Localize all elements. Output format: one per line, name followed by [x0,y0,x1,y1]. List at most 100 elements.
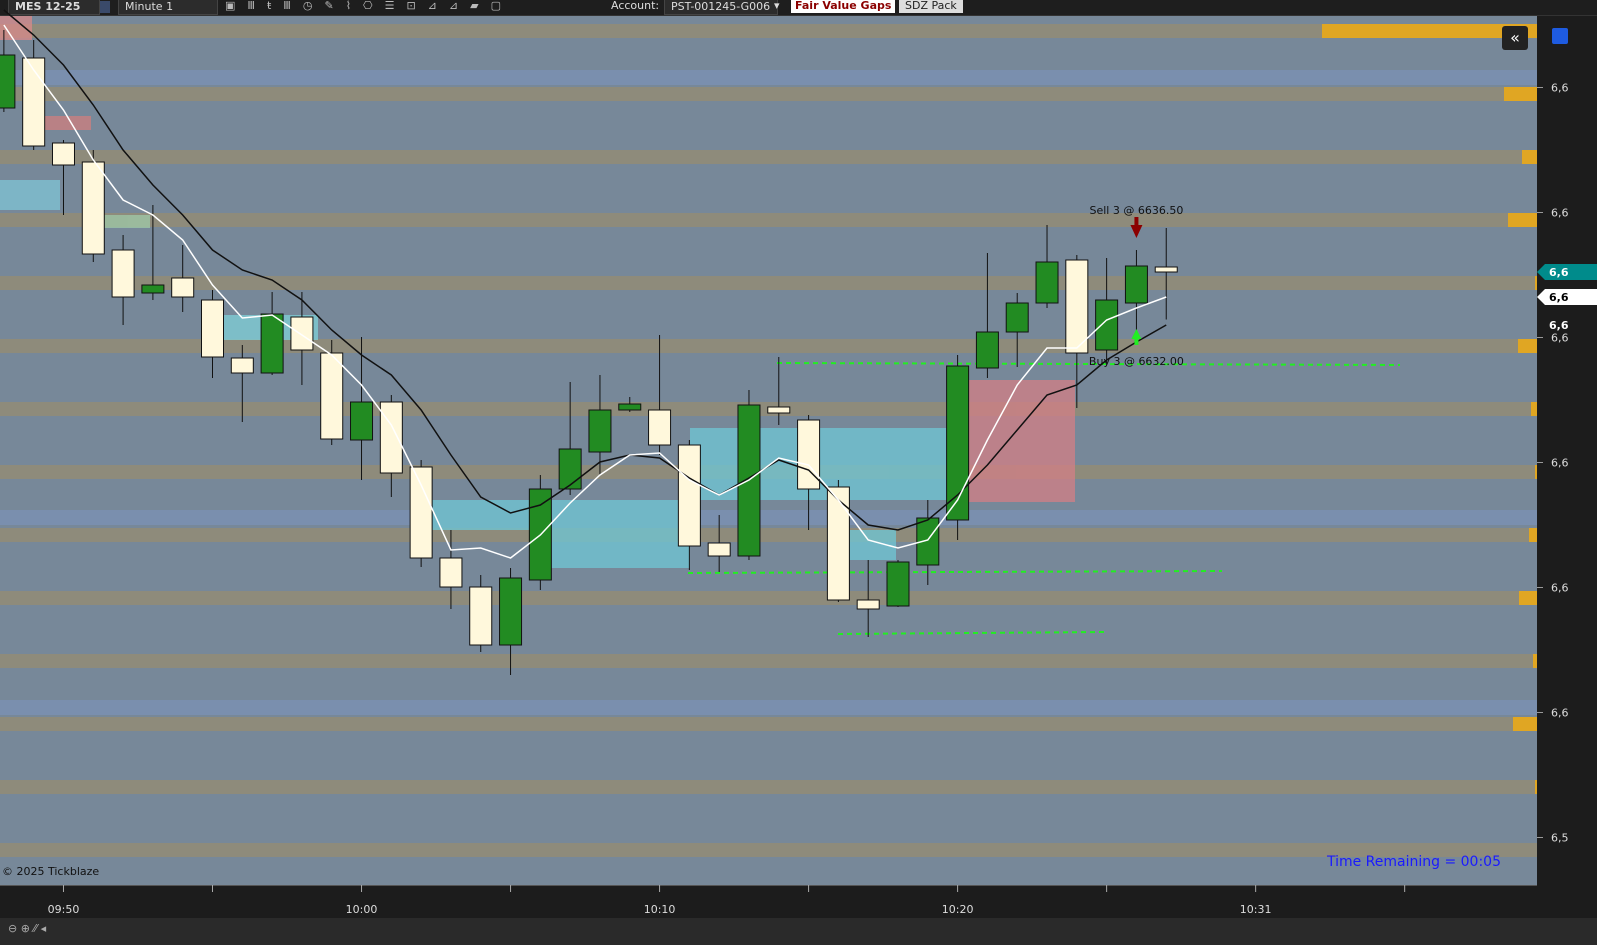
profile-bar [1504,87,1537,101]
profile-bar [1513,717,1537,731]
profile-bar [1529,528,1537,542]
candle-body [618,403,642,411]
buy-arrow [1131,329,1142,345]
candle-body [588,409,612,453]
candle-body [51,142,75,166]
fvg-bear [33,116,91,130]
y-tick-label: 6,6 [1551,332,1569,345]
profile-bar [1522,150,1537,164]
candle-body [1154,266,1178,273]
candle-body [350,401,374,441]
profile-bar [1508,213,1537,227]
fvg-bull [90,215,150,228]
account-box[interactable]: PST-001245-G006 [664,0,778,15]
x-tick-label: 10:20 [942,903,974,916]
price-marker-label: 6,6 [1549,291,1569,304]
candle-body [1065,259,1089,354]
trade-label: Buy 3 @ 6632.00 [1089,355,1184,368]
y-tick-label: 6,5 [1551,832,1569,845]
blue-band [0,700,1537,715]
candle-body [260,313,284,374]
y-tick-label: 6,6 [1551,582,1569,595]
profile-bar [1535,276,1537,290]
y-axis-panel [1537,16,1597,885]
dropdown-arrow[interactable]: ▾ [774,0,780,12]
fvg-button[interactable]: Fair Value Gaps [791,0,896,13]
price-marker [1537,264,1597,280]
levels [687,362,1401,635]
toolbar: MES 12-25 Minute 1 ▣ⅢŧⅢ◷✎⌇⎔☰⊡⊿⊿▰▢ Accoun… [0,0,1597,16]
candle-body [81,161,105,255]
profile-bar [1535,780,1537,794]
candle-body [22,57,46,147]
candle-body [1095,299,1119,351]
copyright: © 2025 Tickblaze [2,865,99,878]
level-line [776,362,1401,366]
symbol-box[interactable]: MES 12-25 [8,0,100,15]
profile-bar [1518,339,1537,353]
price-marker [1537,289,1597,305]
level-line [687,570,1223,574]
candle-body [201,299,225,358]
candle-body [379,401,403,474]
candle-body [499,577,523,646]
candle-body [826,486,850,601]
candle-body [677,444,701,547]
trade-label: Sell 3 @ 6636.50 [1090,204,1184,217]
x-axis-panel [0,885,1537,918]
interval-box[interactable]: Minute 1 [118,0,218,15]
blue-band [0,510,1537,525]
collapse-icon[interactable]: « [1510,28,1520,47]
y-tick-label: 6,6 [1551,707,1569,720]
blue-band [0,70,1537,85]
candle-body [648,409,672,446]
candle-body [886,561,910,607]
moving-average [3,24,1167,559]
candle-body [290,316,314,351]
candle-body [409,466,433,559]
candle-body [230,357,254,374]
fvg-bull [420,500,690,530]
account-label: Account: [611,0,660,12]
x-tick-label: 09:50 [48,903,80,916]
price-marker-label: 6,6 [1549,319,1569,332]
candle-body [916,517,940,566]
profile-bar [1322,24,1537,38]
candle-body [0,54,16,109]
panel-button[interactable] [1552,28,1568,44]
status-icons[interactable]: ⊖ ⊕ ⁄⁄ ◂ [8,922,47,935]
level-line [837,631,1106,635]
collapse-button[interactable] [1502,26,1528,50]
fvg-bear [958,380,1075,502]
candle-body [707,542,731,557]
tool-icons[interactable]: ▣ⅢŧⅢ◷✎⌇⎔☰⊡⊿⊿▰▢ [225,0,514,12]
candles [0,30,1178,675]
price-marker [1537,317,1597,333]
candle-body [439,557,463,588]
profile-bar [1519,591,1537,605]
candle-body [1124,265,1148,304]
x-tick-label: 10:10 [644,903,676,916]
candle-body [141,284,165,294]
fvg-bull [0,180,60,210]
status-bar [0,918,1597,945]
candle-body [975,331,999,369]
sdz-button[interactable]: SDZ Pack [899,0,963,13]
sell-arrow [1130,217,1143,238]
candle-body [1035,261,1059,304]
color-swatch[interactable] [100,1,110,13]
moving-average [3,9,1167,531]
y-tick-label: 6,6 [1551,207,1569,220]
candle-body [767,406,791,414]
candle-body [946,365,970,521]
profile-bar [1535,465,1537,479]
zones [0,16,1537,715]
x-tick-label: 10:00 [346,903,378,916]
candle-body [171,277,195,298]
x-tick-label: 10:31 [1240,903,1272,916]
candle-body [1005,302,1029,333]
y-tick-label: 6,6 [1551,82,1569,95]
volume-profile [1322,24,1537,794]
